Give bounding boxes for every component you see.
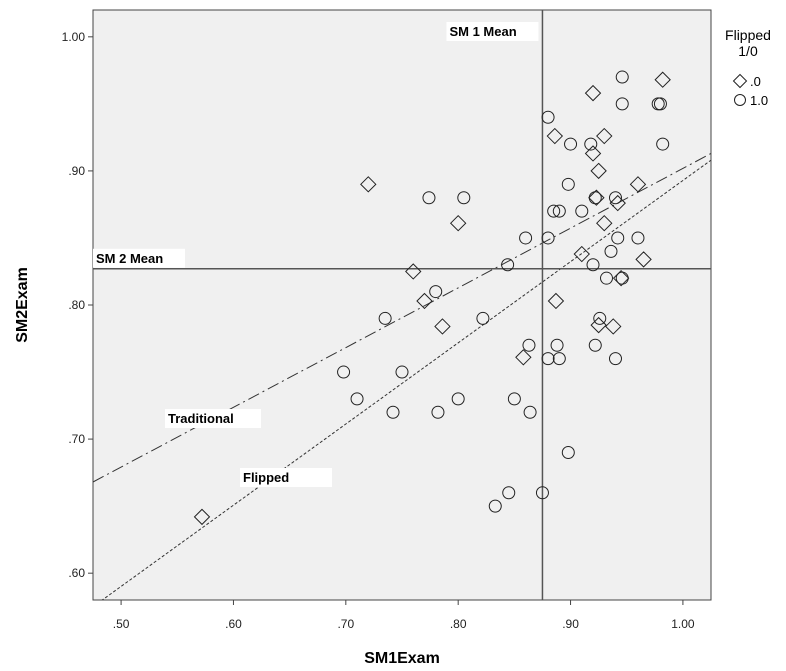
circle-point <box>552 352 566 366</box>
y-tick-label: .90 <box>68 164 85 178</box>
circle-point <box>350 392 364 406</box>
circle-point <box>552 204 566 218</box>
diamond-point <box>546 127 564 145</box>
diamond-point <box>449 214 467 232</box>
circle-point <box>608 191 622 205</box>
y-axis-title: SM2Exam <box>14 267 31 343</box>
circle-point <box>541 352 555 366</box>
diamond-point <box>596 214 613 232</box>
x-tick-label: .70 <box>337 617 354 631</box>
circle-point <box>476 311 490 325</box>
diamond-point <box>434 318 451 335</box>
circle-point <box>611 231 625 245</box>
flipped-label-box <box>240 468 332 487</box>
sm2-mean-label: SM 2 Mean <box>96 251 163 266</box>
circle-point <box>337 365 351 379</box>
diamond-point <box>609 194 626 212</box>
circle-point <box>541 110 555 124</box>
circle-point <box>431 405 445 419</box>
circle-point <box>451 392 465 406</box>
legend-title-line1: Flipped <box>725 27 771 43</box>
circle-point <box>502 486 516 500</box>
circle-point <box>378 311 392 325</box>
legend-circle-icon <box>734 94 746 106</box>
diamond-point <box>360 176 377 193</box>
diamond-point <box>584 145 602 162</box>
x-tick-label: 1.00 <box>671 617 695 631</box>
traditional-label: Traditional <box>168 411 234 426</box>
circle-point <box>519 231 533 245</box>
sm2-mean-label-box <box>93 248 185 268</box>
circle-point <box>600 271 614 285</box>
circle-point <box>608 352 622 366</box>
diamond-point <box>547 292 565 310</box>
circle-point <box>429 285 443 299</box>
circle-point <box>586 258 600 272</box>
legend-title-line2: 1/0 <box>738 43 758 59</box>
circle-point <box>535 486 549 500</box>
circle-point <box>561 177 575 191</box>
diamond-point <box>588 189 605 206</box>
circle-point <box>523 405 537 419</box>
legend-label: 1.0 <box>750 93 768 108</box>
circle-point <box>615 70 629 84</box>
flipped-label: Flipped <box>243 470 289 485</box>
circle-point <box>604 244 618 258</box>
circle-point <box>522 338 536 352</box>
circle-point <box>501 258 515 272</box>
plot-area <box>92 9 712 601</box>
circle-point <box>588 191 602 205</box>
diamond-point <box>416 292 433 310</box>
circle-point <box>656 137 670 151</box>
circle-point <box>593 311 607 325</box>
diamond-point <box>605 318 622 335</box>
diamond-point <box>584 84 602 102</box>
circle-point <box>631 231 645 245</box>
diamond-point <box>596 127 613 145</box>
diamond-point <box>193 508 211 526</box>
sm1-mean-label: SM 1 Mean <box>449 24 516 39</box>
diamond-point <box>405 263 422 280</box>
y-tick-label: .70 <box>68 432 85 446</box>
y-tick-label: .80 <box>68 298 85 312</box>
circle-point <box>615 97 629 111</box>
circle-point <box>507 392 521 406</box>
legend-diamond-icon <box>732 73 748 89</box>
y-tick-label: .60 <box>68 566 85 580</box>
circle-point <box>422 191 436 205</box>
diamond-point <box>515 349 532 366</box>
x-axis-title: SM1Exam <box>364 650 440 667</box>
x-tick-label: .60 <box>225 617 242 631</box>
circle-point <box>653 97 667 111</box>
x-tick-label: .80 <box>450 617 467 631</box>
diamond-point <box>629 176 647 193</box>
circle-point <box>615 271 629 285</box>
circle-point <box>564 137 578 151</box>
circle-point <box>386 405 400 419</box>
sm1-mean-label-box <box>446 22 539 41</box>
circle-point <box>561 446 575 459</box>
diamond-point <box>590 162 607 180</box>
y-tick-label: 1.00 <box>62 30 86 44</box>
circle-point <box>457 191 471 205</box>
legend-label: .0 <box>750 74 761 89</box>
circle-point <box>547 204 561 218</box>
traditional-label-box <box>165 409 261 428</box>
circle-point <box>541 231 555 245</box>
circle-point <box>550 338 564 352</box>
diamond-point <box>635 251 652 268</box>
fit-line-flipped <box>101 159 711 600</box>
diamond-point <box>654 71 671 88</box>
x-tick-label: .90 <box>562 617 579 631</box>
x-tick-label: .50 <box>113 617 130 631</box>
circle-point <box>588 338 602 352</box>
diamond-point <box>612 269 630 287</box>
circle-point <box>488 499 502 513</box>
diamond-point <box>573 245 590 263</box>
circle-point <box>584 137 598 151</box>
circle-point <box>395 365 409 379</box>
circle-point <box>575 204 589 218</box>
